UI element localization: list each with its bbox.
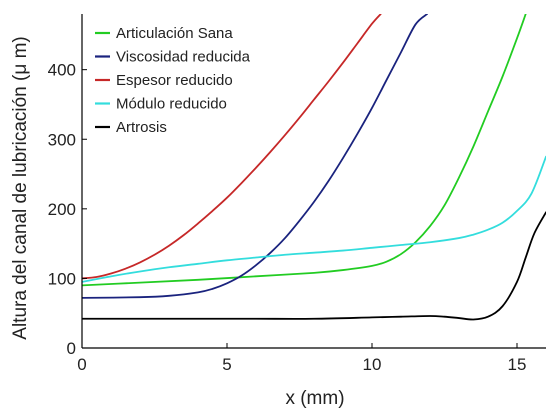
legend-entry: Articulación Sana <box>116 25 233 42</box>
y-tick-label: 100 <box>48 269 76 288</box>
legend-entry: Módulo reducido <box>116 96 227 113</box>
series-line-artrosis <box>82 212 546 319</box>
y-axis-label: Altura del canal de lubricación (μ m) <box>10 36 31 339</box>
x-tick-label: 0 <box>77 355 86 374</box>
legend-entry: Espesor reducido <box>116 72 233 89</box>
x-tick-label: 5 <box>222 355 231 374</box>
x-tick-label: 10 <box>363 355 382 374</box>
x-axis-label: x (mm) <box>285 388 344 409</box>
y-tick-label: 400 <box>48 61 76 80</box>
legend-entry: Artrosis <box>116 119 167 136</box>
legend-entry: Viscosidad reducida <box>116 49 251 66</box>
y-tick-label: 0 <box>67 339 76 358</box>
legend: Articulación Sana Viscosidad reducida Espe… <box>95 25 251 136</box>
series-line-modulo-reducido <box>82 157 546 282</box>
x-tick-label: 15 <box>508 355 527 374</box>
y-tick-label: 200 <box>48 200 76 219</box>
y-tick-label: 300 <box>48 130 76 149</box>
